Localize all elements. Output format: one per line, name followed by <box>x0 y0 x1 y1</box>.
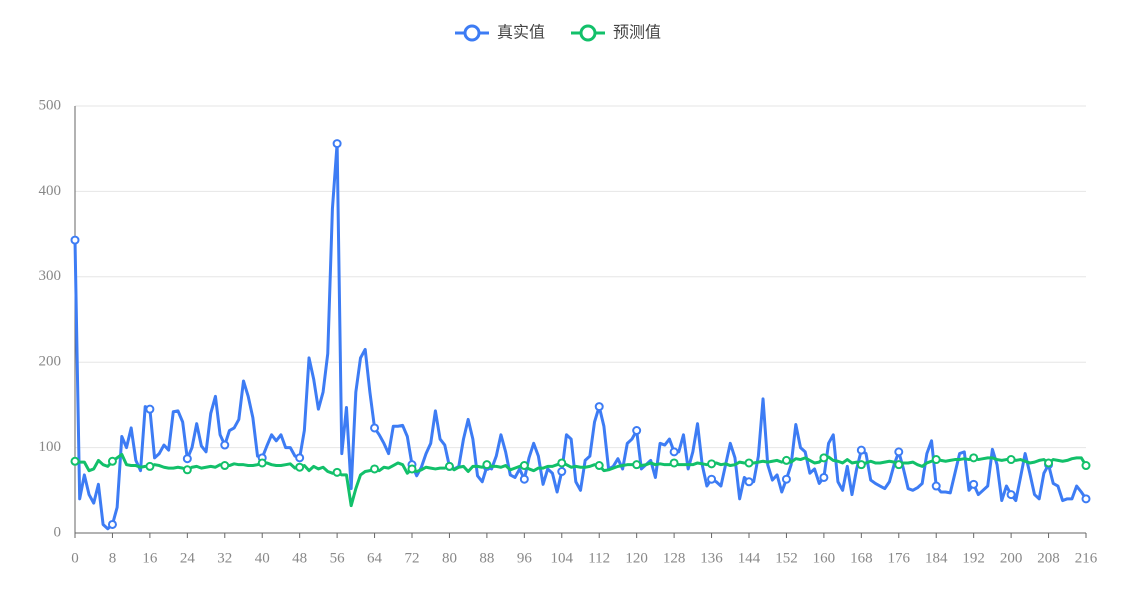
y-tick-label: 300 <box>39 268 62 284</box>
y-tick-label: 400 <box>39 183 62 199</box>
x-tick-label: 176 <box>888 550 911 566</box>
x-tick-label: 184 <box>925 550 948 566</box>
x-tick-label: 152 <box>775 550 798 566</box>
point <box>707 459 717 469</box>
series-line <box>74 452 1088 508</box>
x-tick-label: 96 <box>517 550 533 566</box>
point <box>594 402 604 412</box>
point <box>819 472 829 482</box>
point <box>295 462 305 472</box>
point <box>107 456 117 466</box>
point <box>519 461 529 471</box>
x-tick-label: 120 <box>625 550 648 566</box>
x-tick-label: 40 <box>255 550 270 566</box>
point <box>707 474 717 484</box>
point <box>1044 458 1054 468</box>
x-tick-label: 216 <box>1075 550 1098 566</box>
x-tick-label: 168 <box>850 550 873 566</box>
y-tick-label: 100 <box>39 439 62 455</box>
legend-label: 预测值 <box>613 23 661 42</box>
x-tick-label: 128 <box>663 550 686 566</box>
point <box>594 461 604 471</box>
y-tick-label: 500 <box>39 97 62 113</box>
x-tick-label: 32 <box>217 550 232 566</box>
series-line <box>73 142 1088 531</box>
y-tick-label: 0 <box>54 524 62 540</box>
point <box>1006 455 1016 465</box>
point <box>931 455 941 465</box>
point <box>969 453 979 463</box>
x-tick-label: 24 <box>180 550 196 566</box>
point <box>145 404 155 414</box>
point <box>894 460 904 470</box>
point <box>931 481 941 491</box>
point <box>632 426 642 436</box>
x-tick-label: 80 <box>442 550 457 566</box>
point <box>482 460 492 470</box>
point <box>370 423 380 433</box>
point <box>632 460 642 470</box>
point <box>182 465 192 475</box>
x-tick-label: 144 <box>738 550 761 566</box>
legend-icon <box>579 24 597 42</box>
x-tick-label: 48 <box>292 550 307 566</box>
x-tick-label: 72 <box>405 550 420 566</box>
point <box>969 479 979 489</box>
point <box>444 461 454 471</box>
point <box>107 519 117 529</box>
point <box>519 474 529 484</box>
point <box>220 461 230 471</box>
point <box>557 458 567 468</box>
point <box>1081 461 1091 471</box>
point <box>744 477 754 487</box>
point <box>220 440 230 450</box>
x-tick-label: 16 <box>142 550 158 566</box>
point <box>1006 490 1016 500</box>
point <box>781 455 791 465</box>
point <box>70 456 80 466</box>
x-tick-label: 160 <box>813 550 836 566</box>
point <box>407 464 417 474</box>
legend-label: 真实值 <box>497 23 545 42</box>
x-tick-label: 208 <box>1037 550 1060 566</box>
point <box>669 447 679 457</box>
point <box>669 458 679 468</box>
x-tick-label: 112 <box>588 550 610 566</box>
point <box>856 445 866 455</box>
x-tick-label: 104 <box>551 550 574 566</box>
x-tick-label: 192 <box>962 550 985 566</box>
point <box>370 464 380 474</box>
x-tick-label: 88 <box>479 550 494 566</box>
point <box>781 474 791 484</box>
point <box>182 454 192 464</box>
x-tick-label: 64 <box>367 550 383 566</box>
point <box>295 453 305 463</box>
x-tick-label: 200 <box>1000 550 1023 566</box>
point <box>257 458 267 468</box>
point <box>70 235 80 245</box>
legend: 真实值 预测值 <box>455 23 661 42</box>
x-tick-label: 0 <box>71 550 79 566</box>
x-tick-label: 136 <box>700 550 723 566</box>
point <box>819 453 829 463</box>
point <box>145 461 155 471</box>
point <box>856 460 866 470</box>
legend-icon <box>463 24 481 42</box>
x-tick-label: 8 <box>109 550 117 566</box>
point <box>332 139 342 149</box>
point <box>557 467 567 477</box>
x-tick-label: 56 <box>330 550 346 566</box>
point <box>332 467 342 477</box>
point <box>894 447 904 457</box>
y-tick-label: 200 <box>39 354 62 370</box>
point <box>1081 494 1091 504</box>
point <box>744 458 754 468</box>
